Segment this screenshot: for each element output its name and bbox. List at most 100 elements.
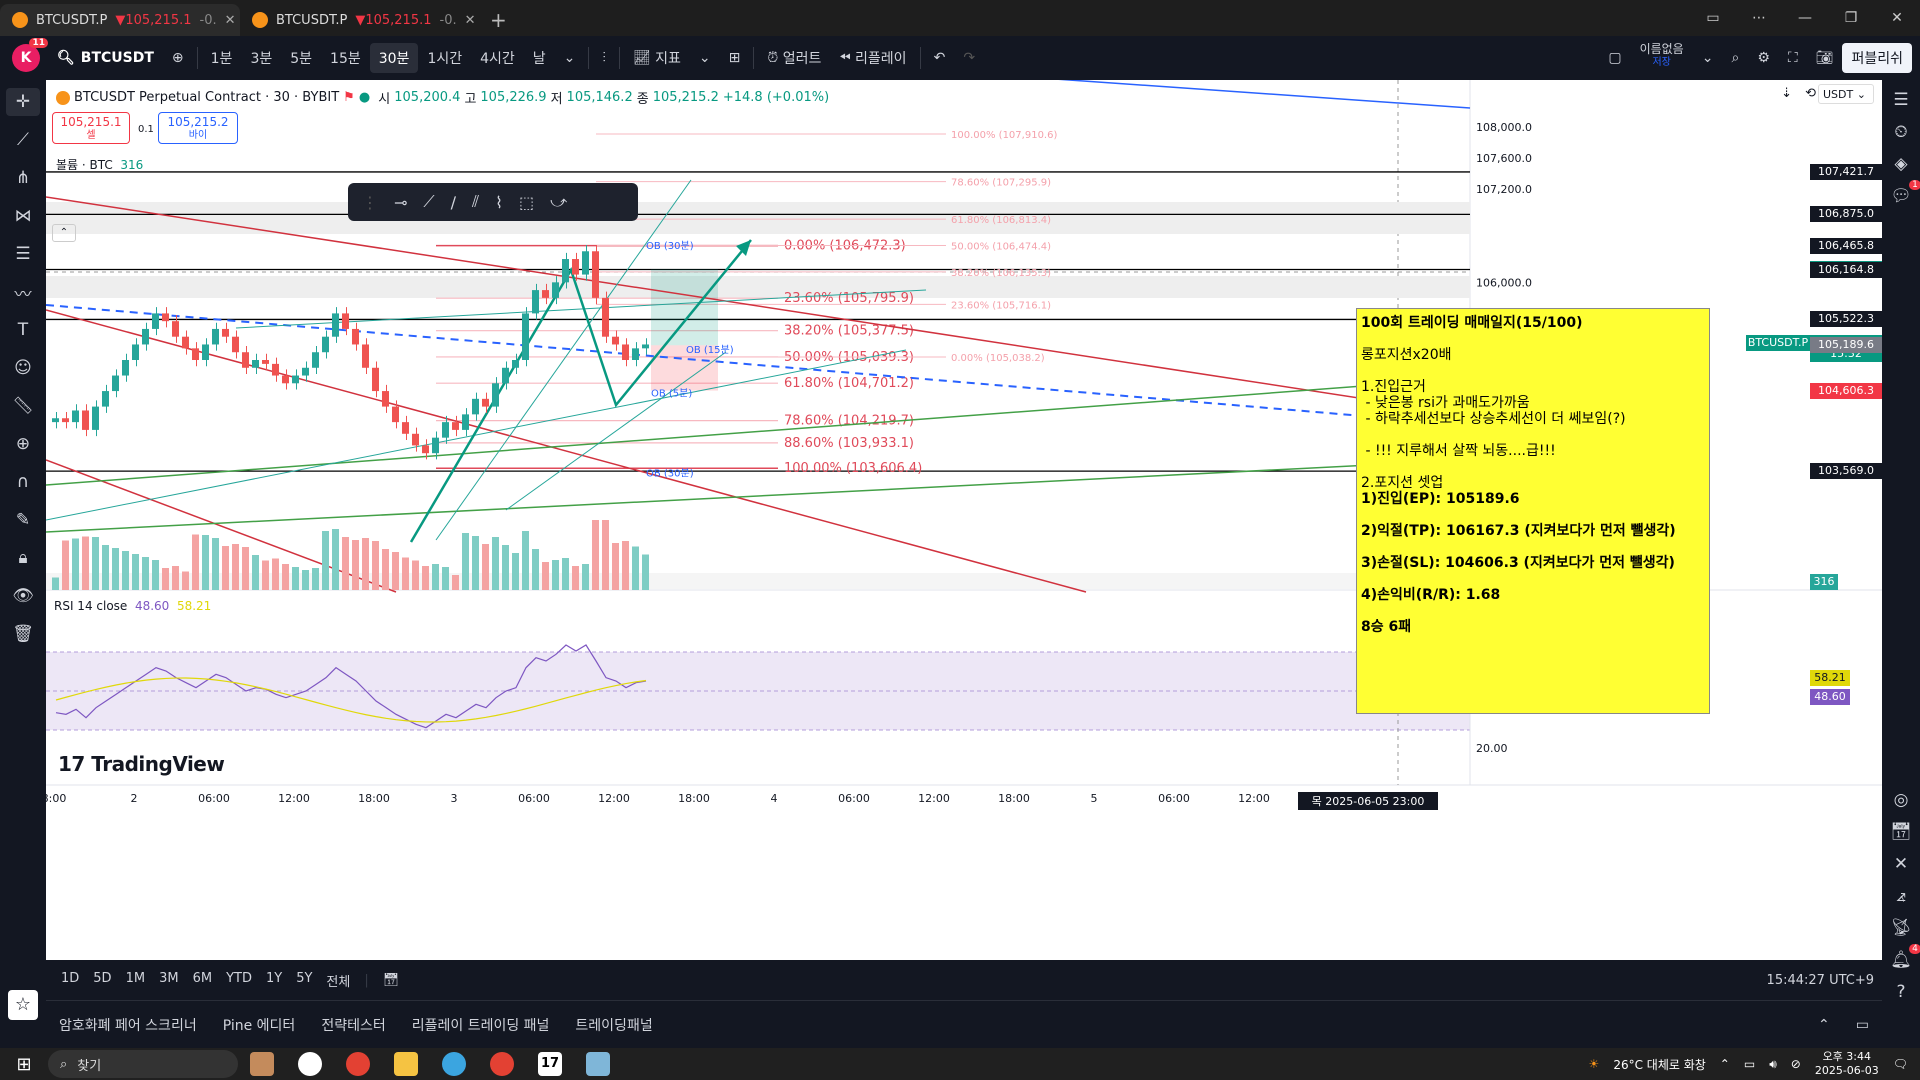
brush-icon[interactable]: 〰	[14, 284, 32, 305]
maximize-panel-icon[interactable]: ▭	[1855, 1016, 1869, 1033]
panel-tab[interactable]: 암호화폐 페어 스크리너	[59, 1017, 197, 1034]
app-icon[interactable]	[250, 1052, 274, 1076]
ray-tool-icon[interactable]: ∕	[450, 192, 456, 212]
layout-name-button[interactable]: 이름없음 저장	[1631, 43, 1693, 73]
cast-icon[interactable]: ▭	[1706, 10, 1720, 26]
avatar[interactable]: K 11	[12, 38, 48, 72]
parallel-channel-icon[interactable]: ⫽	[472, 192, 480, 211]
panel-tab[interactable]: Pine 에디터	[222, 1017, 296, 1034]
timeframe-button[interactable]: 전체	[326, 974, 351, 990]
timeframe-button[interactable]: 5Y	[296, 970, 313, 986]
layers-icon[interactable]: ◈	[1894, 154, 1908, 174]
panel-tab[interactable]: 전략테스터	[321, 1017, 386, 1034]
volume-icon[interactable]: 🔊︎	[1769, 1056, 1777, 1071]
taskbar-search[interactable]: ⌕ 찾기	[48, 1050, 238, 1078]
more-icon[interactable]: ⋯	[1752, 10, 1766, 26]
panel-tab[interactable]: 리플레이 트레이딩 패널	[411, 1017, 550, 1034]
new-tab-button[interactable]: +	[490, 8, 507, 32]
line-tool-icon[interactable]: ⟋	[423, 192, 435, 211]
timeframe-button[interactable]: 3M	[159, 970, 179, 986]
alerts-clock-icon[interactable]: ⏲︎	[1894, 122, 1908, 142]
ideas-icon[interactable]: ✕	[1893, 854, 1909, 874]
sell-button[interactable]: 105,215.1 셀	[52, 112, 130, 144]
volume-legend[interactable]: 볼륨 · BTC 316	[56, 156, 143, 173]
folder-icon[interactable]	[394, 1052, 418, 1076]
weather-text[interactable]: 26°C 대체로 화창	[1613, 1057, 1706, 1072]
chrome-icon[interactable]	[490, 1052, 514, 1076]
tradingview-logo[interactable]: 17 TradingView	[58, 752, 225, 776]
tray-chevron-icon[interactable]: ⌃	[1719, 1057, 1730, 1071]
indicators-dropdown-icon[interactable]: ⌄	[698, 50, 711, 66]
timeframe-button[interactable]: 5D	[93, 970, 112, 986]
trash-icon[interactable]: 🗑︎	[12, 624, 34, 644]
tradingview-app-icon[interactable]: 17	[538, 1052, 562, 1076]
scroll-down-icon[interactable]: ⇣	[1781, 86, 1792, 101]
calendar-icon[interactable]: 📅︎	[1890, 822, 1912, 842]
chrome-icon[interactable]	[346, 1052, 370, 1076]
timeframe-button[interactable]: 1Y	[265, 970, 283, 986]
indicators-button[interactable]: 📈︎ 지표	[624, 43, 690, 73]
ime-icon[interactable]: ⊘	[1790, 1057, 1801, 1071]
collapse-legend-icon[interactable]: ⌃	[52, 224, 76, 242]
publish-button[interactable]: 퍼블리쉬	[1842, 43, 1912, 73]
fib-retracement-icon[interactable]: ☰	[15, 244, 31, 264]
interval-dropdown-icon[interactable]: ⌄	[563, 50, 576, 66]
fullscreen-icon[interactable]: ⛶	[1787, 50, 1798, 66]
timeframe-button[interactable]: 6M	[192, 970, 213, 986]
target-icon[interactable]: ◎	[1893, 790, 1909, 810]
text-icon[interactable]: T	[17, 320, 29, 340]
favorites-star-icon[interactable]: ☆	[8, 990, 38, 1020]
buy-button[interactable]: 105,215.2 바이	[158, 112, 238, 144]
interval-button[interactable]: 1시간	[427, 51, 463, 67]
hide-drawings-icon[interactable]: 👁︎	[12, 586, 34, 606]
interval-button[interactable]: 15분	[330, 51, 361, 67]
clock[interactable]: 15:44:27 UTC+9	[1766, 972, 1874, 988]
minimize-icon[interactable]: —	[1798, 10, 1812, 26]
xabcd-pattern-icon[interactable]: ⋈	[14, 206, 32, 226]
drag-handle-icon[interactable]: ⋮	[362, 192, 378, 212]
price-chart[interactable]: 0.00% (106,472.3) 23.60% (105,795.9) 38.20…	[46, 80, 1882, 960]
ruler-icon[interactable]: 📏︎	[12, 396, 34, 416]
panel-tab[interactable]: 트레이딩패널	[575, 1017, 653, 1034]
camera-icon[interactable]: 📷︎	[1815, 50, 1834, 66]
rsi-legend[interactable]: RSI 14 close 48.60 58.21	[54, 599, 211, 613]
currency-selector[interactable]: USDT ⌄	[1818, 84, 1874, 104]
quick-search-icon[interactable]: ⌕	[1731, 50, 1740, 66]
network-icon[interactable]: ▭	[1743, 1057, 1756, 1071]
korean-flag-icon[interactable]	[298, 1052, 322, 1076]
chart-type-icon[interactable]: ⫶	[602, 50, 606, 66]
interval-button[interactable]: 30분	[369, 43, 419, 73]
close-tab-icon[interactable]: ✕	[224, 12, 236, 28]
interval-button[interactable]: 4시간	[480, 51, 515, 67]
magnet-icon[interactable]: ∩	[16, 472, 30, 492]
browser-tab[interactable]: BTCUSDT.P ▼105,215.1 -0. ✕	[240, 4, 480, 36]
reset-scale-icon[interactable]: ⟲	[1805, 86, 1816, 101]
trading-journal-note[interactable]: 100회 트레이딩 매매일지(15/100) 롱포지션x20배 1.진입근거 -…	[1356, 308, 1710, 714]
crosshair-icon[interactable]: ✛	[6, 88, 40, 116]
help-icon[interactable]: ?	[1896, 982, 1906, 1002]
timeframe-button[interactable]: 1D	[61, 970, 80, 986]
horizontal-line-icon[interactable]: ⊸	[394, 192, 408, 212]
stay-drawing-icon[interactable]: ✎	[15, 510, 31, 530]
interval-button[interactable]: 1분	[210, 51, 233, 67]
telegram-icon[interactable]	[442, 1052, 466, 1076]
legend-title[interactable]: BTCUSDT Perpetual Contract · 30 · BYBIT	[74, 90, 340, 105]
compare-symbol-icon[interactable]: ⊕	[171, 50, 184, 66]
curve-tool-icon[interactable]: ⤻	[550, 192, 568, 211]
redo-icon[interactable]: ↷	[963, 50, 976, 66]
close-tab-icon[interactable]: ✕	[464, 12, 476, 28]
chat-icon[interactable]: 💬︎ 1	[1890, 180, 1920, 206]
chart-icon[interactable]: ⦨	[1896, 886, 1906, 906]
expand-panel-icon[interactable]: ⌃	[1818, 1016, 1830, 1033]
undo-icon[interactable]: ↶	[933, 50, 946, 66]
lock-icon[interactable]: 🔒︎	[18, 548, 28, 568]
timeframe-button[interactable]: 1M	[125, 970, 146, 986]
templates-icon[interactable]: ⊞	[728, 50, 741, 66]
replay-button[interactable]: ⏪︎ 리플레이	[830, 43, 915, 73]
app-icon[interactable]	[586, 1052, 610, 1076]
zoom-in-icon[interactable]: ⊕	[15, 434, 31, 454]
close-window-icon[interactable]: ✕	[1891, 10, 1903, 26]
flag-icon[interactable]: ⚑	[343, 90, 355, 105]
settings-gear-icon[interactable]: ⚙︎	[1757, 50, 1770, 66]
alert-button[interactable]: ⏰︎ 얼러트	[758, 43, 830, 73]
